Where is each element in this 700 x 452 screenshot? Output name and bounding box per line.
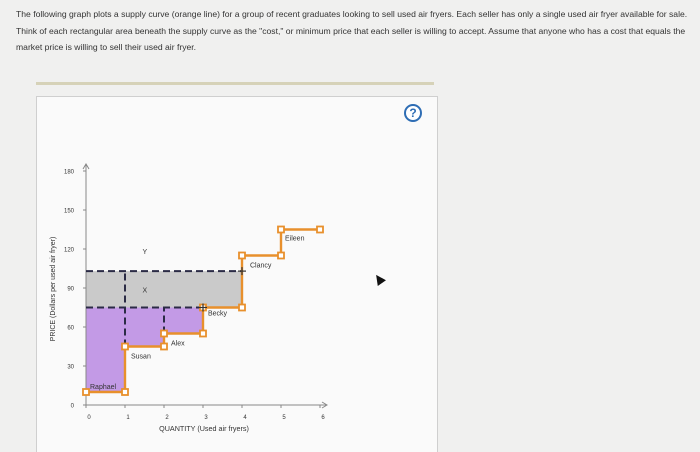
supply-point (121, 388, 129, 396)
question-text: The following graph plots a supply curve… (16, 9, 688, 52)
y-axis-label: PRICE (Dollars per used air fryer) (50, 237, 57, 342)
y-tick-label: 90 (67, 287, 74, 293)
supply-point (160, 329, 168, 338)
price-x-label: X (143, 288, 148, 295)
supply-point (121, 342, 129, 351)
supply-point (82, 388, 90, 396)
gray-area (86, 271, 242, 308)
y-tick-label: 30 (67, 365, 74, 371)
supply-point (277, 251, 285, 260)
y-tick-label: 0 (71, 404, 75, 410)
supply-point (277, 225, 285, 234)
x-tick-label: 6 (321, 415, 325, 421)
divider (36, 82, 434, 85)
seller-label: Clancy (250, 263, 272, 270)
producer-surplus-area (86, 307, 203, 392)
x-tick-label: 1 (126, 415, 130, 421)
supply-point (160, 342, 168, 351)
y-tick-label: 180 (64, 170, 75, 176)
supply-point (199, 329, 207, 338)
y-tick-label: 120 (64, 248, 75, 254)
x-tick-label: 5 (282, 415, 286, 421)
supply-point (238, 251, 246, 260)
seller-label: Alex (171, 341, 185, 348)
seller-label: Raphael (90, 384, 117, 391)
x-tick-label: 0 (87, 415, 91, 421)
supply-point (238, 303, 246, 312)
supply-point (316, 225, 324, 234)
y-tick-label: 150 (64, 209, 75, 215)
price-y-label: Y (143, 249, 148, 256)
x-tick-label: 3 (204, 415, 208, 421)
x-axis-arrow (321, 401, 328, 409)
help-icon[interactable]: ? (404, 104, 422, 122)
seller-label: Becky (208, 311, 228, 318)
x-tick-label: 2 (165, 415, 169, 421)
y-axis-arrow (82, 163, 90, 170)
x-axis-label: QUANTITY (Used air fryers) (159, 424, 249, 433)
seller-label: Susan (131, 354, 151, 361)
x-tick-label: 4 (243, 415, 247, 421)
y-tick-label: 60 (67, 326, 74, 332)
seller-label: Eileen (285, 236, 305, 243)
